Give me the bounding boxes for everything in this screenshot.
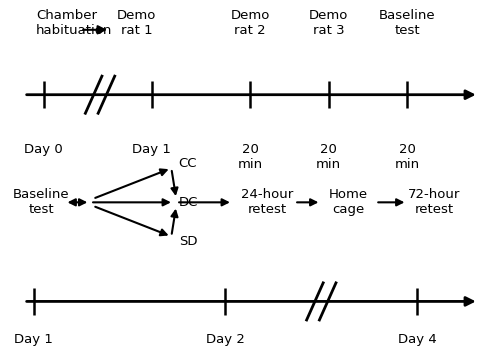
Text: 72-hour
retest: 72-hour retest bbox=[408, 188, 461, 216]
Text: Day 4: Day 4 bbox=[398, 333, 436, 346]
Text: Baseline
test: Baseline test bbox=[379, 9, 436, 37]
Text: Day 2: Day 2 bbox=[206, 333, 245, 346]
Text: 24-hour
retest: 24-hour retest bbox=[241, 188, 294, 216]
Text: Day 1: Day 1 bbox=[14, 333, 53, 346]
Text: Day 0: Day 0 bbox=[24, 142, 63, 155]
Text: Day 1: Day 1 bbox=[132, 142, 171, 155]
Text: DC: DC bbox=[178, 196, 198, 209]
Text: 20
min: 20 min bbox=[395, 142, 420, 170]
Text: Home
cage: Home cage bbox=[329, 188, 368, 216]
Text: Baseline
test: Baseline test bbox=[12, 188, 70, 216]
Text: Demo
rat 2: Demo rat 2 bbox=[230, 9, 270, 37]
Text: CC: CC bbox=[178, 156, 197, 169]
Text: Chamber
habituation: Chamber habituation bbox=[36, 9, 113, 37]
Text: Demo
rat 1: Demo rat 1 bbox=[117, 9, 156, 37]
Text: 20
min: 20 min bbox=[238, 142, 262, 170]
Text: 20
min: 20 min bbox=[316, 142, 341, 170]
Text: Demo
rat 3: Demo rat 3 bbox=[309, 9, 348, 37]
Text: SD: SD bbox=[178, 235, 197, 248]
